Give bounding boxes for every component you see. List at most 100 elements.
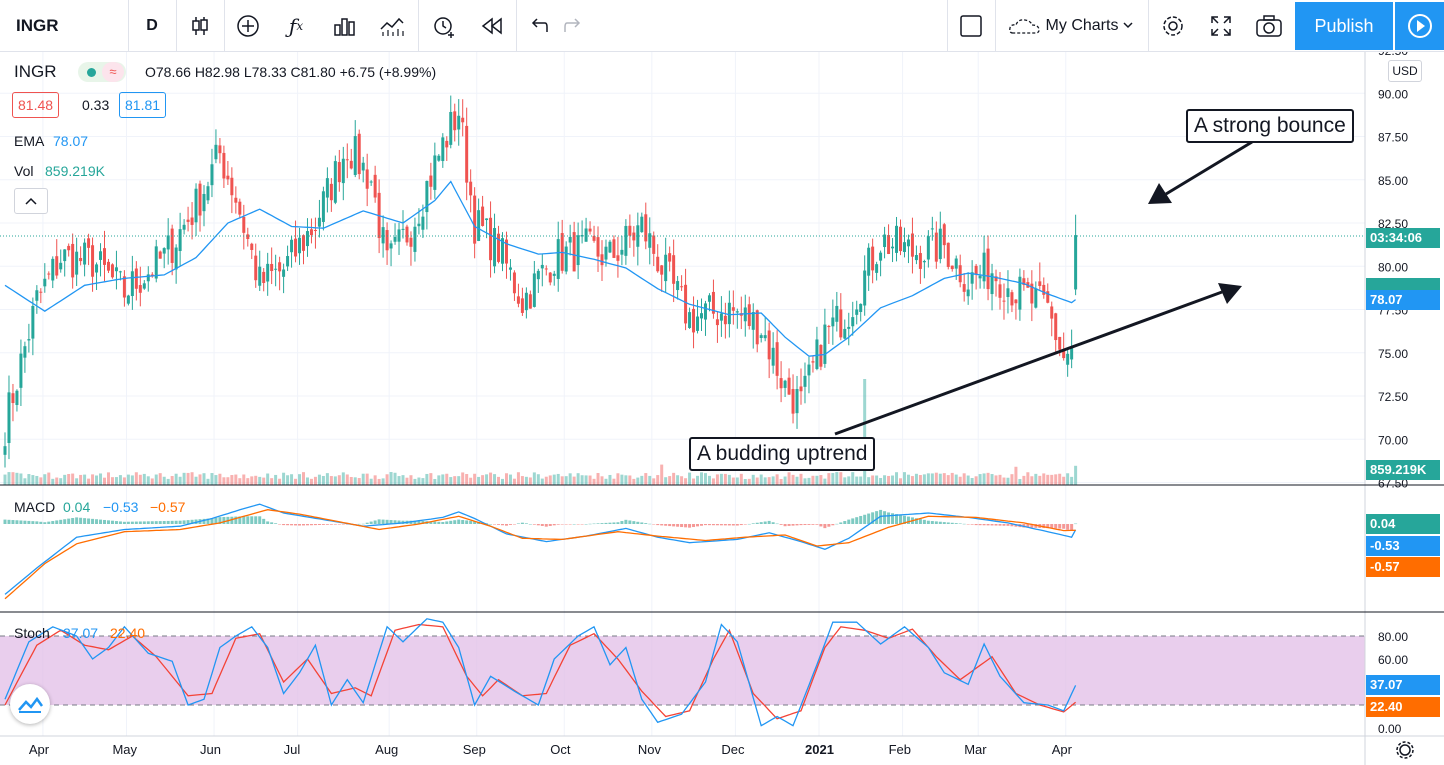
candle-body [723, 315, 727, 325]
currency-label[interactable]: USD [1388, 60, 1422, 82]
candle-body [122, 276, 126, 298]
stoch-d-line [4, 623, 1077, 720]
macd-hist-bar [946, 522, 950, 524]
candle-body [178, 229, 182, 252]
stoch-legend-label[interactable]: Stoch [14, 625, 50, 641]
annotation-budding-uptrend[interactable]: A budding uptrend [689, 437, 876, 471]
candle-body [668, 253, 672, 262]
volume-bar [1034, 473, 1038, 485]
candles-icon[interactable] [178, 0, 222, 52]
layout-icon[interactable] [949, 0, 993, 52]
volume-bar [166, 478, 170, 485]
settings-icon[interactable] [1150, 0, 1196, 52]
volume-bar [512, 478, 516, 485]
annotation-strong-bounce[interactable]: A strong bounce [1186, 109, 1354, 143]
volume-bar [214, 475, 218, 485]
macd-legend-label[interactable]: MACD [14, 499, 56, 515]
market-status-badge[interactable]: ≈ [78, 62, 126, 82]
play-icon[interactable] [1395, 2, 1444, 50]
macd-hist-bar [238, 516, 242, 524]
macd-hist-bar [652, 524, 656, 525]
chart-canvas[interactable]: 92.5090.0087.5085.0082.5080.0077.5075.00… [0, 52, 1444, 765]
publish-button[interactable]: Publish [1295, 2, 1393, 50]
candle-body [302, 235, 305, 251]
bid-price[interactable]: 81.48 [12, 92, 60, 118]
candle-body [556, 239, 560, 279]
ask-price[interactable]: 81.81 [119, 92, 167, 118]
volume-bar [986, 472, 990, 485]
macd-hist-bar [397, 520, 401, 524]
candle-body [1014, 299, 1018, 304]
candle-body [564, 246, 568, 272]
macd-signal-label: -0.57 [1366, 557, 1440, 577]
candle-body [206, 186, 210, 201]
symbol-search[interactable]: INGR [16, 16, 59, 35]
macd-hist-bar [15, 520, 19, 524]
macd-hist-bar [182, 520, 186, 524]
collapse-legend-button[interactable] [14, 188, 48, 214]
replay-icon[interactable] [470, 0, 514, 52]
volume-bar [616, 473, 620, 485]
vol-legend-label[interactable]: Vol [14, 163, 34, 179]
interval-button[interactable]: D [146, 17, 158, 34]
candle-body [493, 228, 497, 267]
alert-icon[interactable] [420, 0, 468, 52]
legend-symbol[interactable]: INGR [14, 62, 57, 81]
legend-ohlc: O78.66 H82.98 L78.33 C81.80 +6.75 (+8.99… [145, 64, 437, 80]
volume-bar [321, 475, 325, 485]
tradingview-logo-icon[interactable] [10, 684, 50, 724]
candle-body [154, 246, 158, 279]
macd-hist-bar [660, 524, 664, 526]
candle-body [624, 225, 628, 256]
macd-hist-bar [1046, 524, 1050, 529]
macd-hist-bar [588, 523, 592, 525]
volume-bar [672, 472, 676, 485]
bars-icon[interactable] [322, 0, 366, 52]
macd-hist-bar [417, 520, 421, 524]
macd-hist-bar [835, 523, 839, 525]
gear-icon[interactable] [1396, 741, 1414, 759]
macd-hist-bar [469, 520, 473, 524]
candle-body [592, 235, 596, 241]
candle-body [461, 117, 465, 123]
volume-bar [39, 477, 43, 485]
macd-hist-bar [465, 520, 469, 524]
candle-body [413, 226, 417, 252]
macd-hist-bar [580, 524, 584, 525]
volume-bar [254, 475, 258, 485]
volume-bar [879, 477, 883, 485]
price-axis[interactable]: 92.5090.0087.5085.0082.5080.0077.5075.00… [1378, 52, 1408, 736]
time-axis[interactable]: Apr May Jun Jul Aug Sep Oct Nov Dec 2021 Feb Mar Apr [29, 742, 1073, 757]
macd-hist-bar [656, 524, 660, 526]
candle-body [214, 144, 218, 160]
compare-icon[interactable] [370, 0, 414, 52]
candle-body [118, 271, 122, 273]
volume-bar [560, 476, 564, 485]
macd-hist-bar [508, 524, 512, 525]
macd-line-label: -0.53 [1366, 536, 1440, 556]
macd-hist-bar [51, 521, 55, 524]
candle-body [835, 305, 839, 322]
camera-icon[interactable] [1246, 0, 1292, 52]
candle-body [676, 281, 680, 291]
volume-bar [242, 474, 246, 485]
macd-hist-bar [632, 521, 636, 524]
candle-body [67, 245, 71, 251]
undo-icon[interactable] [518, 0, 558, 52]
candle-body [110, 264, 114, 278]
volume-bar [118, 475, 122, 485]
stoch-k-line [4, 618, 1077, 727]
redo-icon[interactable] [554, 0, 594, 52]
fullscreen-icon[interactable] [1198, 0, 1244, 52]
macd-hist-bar [381, 519, 385, 524]
volume-bar [628, 475, 632, 485]
macd-hist-bar [811, 524, 815, 525]
macd-hist-bar [429, 521, 433, 524]
candle-body [914, 255, 918, 261]
my-charts-button[interactable]: My Charts [1000, 0, 1146, 52]
ema-legend-label[interactable]: EMA [14, 133, 45, 149]
add-indicator-icon[interactable] [226, 0, 270, 52]
candle-body [751, 312, 755, 330]
volume-bar [700, 472, 703, 485]
